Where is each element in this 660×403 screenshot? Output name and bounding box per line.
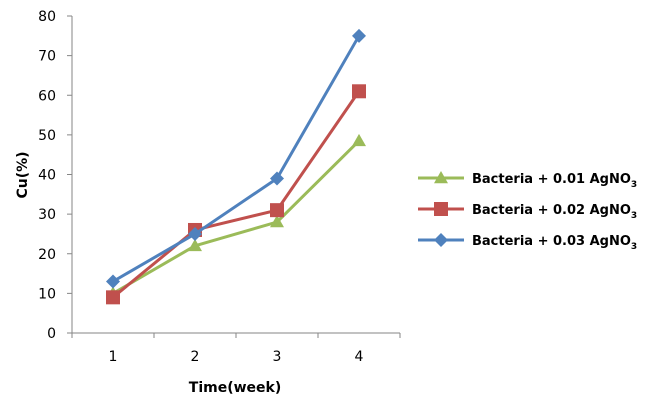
data-point-marker <box>352 84 366 99</box>
legend-label: Bacteria + 0.03 AgNO3 <box>472 234 637 252</box>
series-line <box>112 139 361 295</box>
data-point-marker <box>352 28 366 43</box>
series-2 <box>106 84 366 305</box>
legend-label-main: Bacteria + 0.02 AgNO <box>472 203 631 218</box>
x-tick-label: 3 <box>273 349 282 365</box>
legend-swatch-marker <box>434 233 448 247</box>
y-tick-label: 80 <box>38 9 56 25</box>
data-point-marker <box>352 133 366 147</box>
series-1 <box>106 133 366 299</box>
x-tick-label: 1 <box>109 349 118 365</box>
data-point-marker <box>270 203 284 218</box>
legend-item: Bacteria + 0.01 AgNO3 <box>418 171 637 190</box>
data-point-marker <box>188 238 202 252</box>
data-point-marker <box>106 274 120 289</box>
series-line <box>112 90 361 299</box>
y-tick-label: 20 <box>38 247 56 263</box>
data-point-marker <box>106 290 120 305</box>
legend-label-subscript: 3 <box>631 180 637 190</box>
y-tick-label: 40 <box>38 168 56 184</box>
y-axis-title: Cu(%) <box>15 151 31 198</box>
y-tick-label: 0 <box>47 326 56 342</box>
legend-label-main: Bacteria + 0.03 AgNO <box>472 234 631 249</box>
legend-label-subscript: 3 <box>631 211 637 221</box>
data-point-marker <box>270 171 284 186</box>
legend-item: Bacteria + 0.02 AgNO3 <box>418 202 637 221</box>
legend-swatch-marker <box>434 171 448 184</box>
legend-label-main: Bacteria + 0.01 AgNO <box>472 172 631 187</box>
series-layer <box>106 28 366 305</box>
series-3 <box>106 28 366 289</box>
legend-item: Bacteria + 0.03 AgNO3 <box>418 233 637 252</box>
y-tick-label: 70 <box>38 49 56 65</box>
y-tick-label: 30 <box>38 207 56 223</box>
y-tick-label: 50 <box>38 128 56 144</box>
axes: 0 10 20 30 40 50 60 70 80 1 2 3 4 <box>38 9 401 365</box>
data-point-marker <box>188 226 202 241</box>
series-line <box>112 35 361 283</box>
legend-label: Bacteria + 0.02 AgNO3 <box>472 203 637 221</box>
legend-swatch-marker <box>434 202 448 216</box>
y-tick-label: 10 <box>38 286 56 302</box>
y-tick-label: 60 <box>38 88 56 104</box>
x-axis-title: Time(week) <box>189 380 281 396</box>
legend-label-subscript: 3 <box>631 242 637 252</box>
x-tick-label: 4 <box>355 349 364 365</box>
data-point-marker <box>270 215 284 228</box>
legend-label: Bacteria + 0.01 AgNO3 <box>472 172 637 190</box>
x-tick-label: 2 <box>191 349 200 365</box>
